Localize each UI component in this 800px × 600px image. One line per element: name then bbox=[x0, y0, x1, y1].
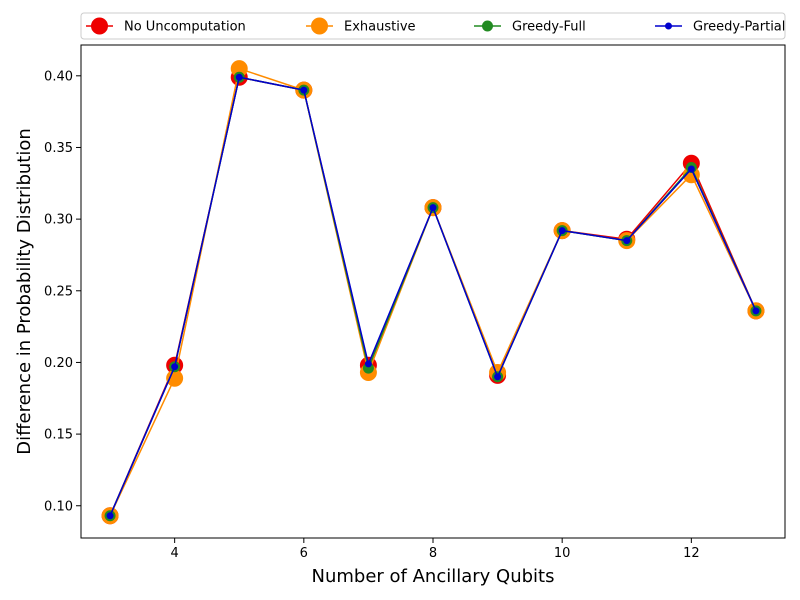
data-point bbox=[429, 204, 437, 212]
legend-item: Greedy-Full bbox=[474, 20, 586, 35]
legend-marker bbox=[482, 20, 493, 32]
series-greedy-full bbox=[104, 71, 762, 522]
legend-marker bbox=[311, 17, 328, 35]
y-tick-label: 0.15 bbox=[44, 428, 73, 443]
y-tick-label: 0.35 bbox=[44, 141, 73, 156]
y-tick-label: 0.30 bbox=[44, 213, 73, 228]
data-point bbox=[623, 237, 631, 245]
data-point bbox=[300, 86, 308, 94]
x-axis-title: Number of Ancillary Qubits bbox=[312, 566, 555, 587]
x-tick-label: 8 bbox=[429, 546, 437, 561]
series-line bbox=[109, 76, 757, 517]
legend-label: Greedy-Full bbox=[512, 20, 586, 35]
series-line bbox=[109, 76, 757, 517]
x-tick-label: 6 bbox=[300, 546, 308, 561]
legend-item: Exhaustive bbox=[306, 17, 416, 35]
series-line bbox=[109, 76, 757, 517]
x-tick-label: 10 bbox=[554, 546, 571, 561]
y-axis: 0.10 0.15 0.20 0.25 0.30 0.35 0.40 bbox=[44, 69, 81, 514]
legend-label: No Uncomputation bbox=[124, 20, 246, 35]
series-greedy-partial bbox=[106, 73, 760, 520]
legend: No Uncomputation Exhaustive Greedy-Full Gre… bbox=[80, 12, 786, 40]
series-exhaustive bbox=[101, 60, 765, 525]
x-tick-label: 4 bbox=[171, 546, 179, 561]
legend-item: No Uncomputation bbox=[86, 17, 246, 35]
plot-area bbox=[80, 44, 786, 539]
y-tick-label: 0.40 bbox=[44, 69, 73, 84]
y-tick-label: 0.20 bbox=[44, 356, 73, 371]
x-axis: 4 6 8 10 12 bbox=[171, 538, 700, 561]
data-point bbox=[687, 165, 695, 173]
y-tick-label: 0.25 bbox=[44, 284, 73, 299]
legend-marker bbox=[91, 17, 108, 35]
y-axis-title: Difference in Probability Distribution bbox=[14, 128, 35, 455]
data-point bbox=[494, 373, 502, 381]
data-point bbox=[106, 512, 114, 520]
series-line bbox=[109, 67, 757, 517]
legend-box bbox=[80, 12, 786, 40]
data-point bbox=[171, 363, 179, 371]
y-tick-label: 0.10 bbox=[44, 499, 73, 514]
legend-item: Greedy-Partial bbox=[655, 20, 785, 35]
x-tick-label: 12 bbox=[683, 546, 700, 561]
data-point bbox=[235, 73, 243, 81]
data-point bbox=[752, 307, 760, 315]
data-point bbox=[364, 360, 372, 368]
legend-marker bbox=[665, 22, 672, 30]
legend-label: Greedy-Partial bbox=[693, 20, 785, 35]
series-no-uncomputation bbox=[101, 68, 765, 525]
plot-frame bbox=[80, 44, 786, 539]
legend-label: Exhaustive bbox=[344, 20, 416, 35]
data-point bbox=[558, 227, 566, 235]
